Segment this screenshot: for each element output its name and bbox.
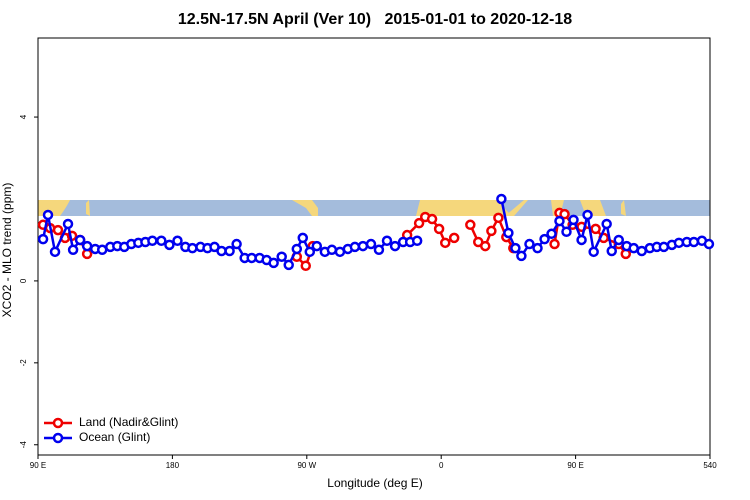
point	[62, 218, 74, 230]
x-tick-label: 90 W	[297, 461, 316, 470]
point	[559, 208, 570, 220]
point	[291, 243, 303, 255]
point	[588, 246, 599, 258]
point	[486, 225, 497, 237]
point	[411, 235, 423, 247]
point	[297, 232, 309, 244]
point	[81, 240, 93, 252]
legend-swatch-point	[52, 432, 64, 444]
map-strip	[38, 200, 710, 216]
point	[613, 234, 625, 246]
x-axis-label: Longitude (deg E)	[327, 476, 422, 490]
point	[381, 235, 393, 247]
point	[510, 242, 521, 254]
x-tick-label: 90 E	[567, 461, 583, 470]
point	[433, 223, 445, 235]
point	[52, 224, 64, 236]
point	[532, 242, 543, 254]
point	[37, 233, 49, 245]
point	[554, 215, 565, 227]
point	[389, 240, 401, 252]
point	[74, 234, 86, 246]
point	[231, 238, 242, 250]
point	[576, 234, 587, 246]
x-tick-label: 540	[703, 461, 717, 470]
point	[365, 238, 377, 250]
point	[413, 217, 425, 229]
point	[658, 241, 670, 253]
point	[516, 250, 527, 262]
point	[688, 236, 700, 248]
legend-label: Land (Nadir&Glint)	[79, 415, 178, 429]
point	[496, 193, 507, 205]
y-tick-label: 4	[19, 114, 28, 119]
point	[426, 213, 438, 225]
point	[480, 240, 491, 252]
point	[601, 218, 612, 230]
point	[172, 235, 183, 247]
point	[448, 232, 460, 244]
point	[147, 235, 158, 247]
point	[216, 245, 227, 257]
x-tick-label: 180	[166, 461, 180, 470]
y-tick-label: -2	[19, 359, 28, 367]
point	[187, 242, 198, 254]
point	[524, 238, 535, 250]
point	[539, 233, 550, 245]
point	[373, 244, 385, 256]
point	[304, 246, 316, 258]
y-tick-label: 0	[19, 278, 28, 283]
point	[703, 238, 715, 250]
point	[283, 259, 294, 271]
point	[568, 214, 579, 226]
y-axis-label: XCO2 - MLO trend (ppm)	[0, 183, 14, 318]
point	[311, 240, 323, 252]
point	[67, 244, 79, 256]
x-tick-label: 90 E	[30, 461, 46, 470]
point	[606, 245, 617, 257]
y-tick-label: -4	[19, 441, 28, 449]
point	[546, 228, 557, 240]
point	[503, 227, 514, 239]
point	[224, 245, 235, 257]
point	[561, 226, 572, 238]
point	[156, 235, 167, 247]
chart-title: 12.5N-17.5N April (Ver 10) 2015-01-01 to…	[178, 11, 572, 28]
point	[549, 238, 560, 250]
x-tick-label: 0	[439, 461, 444, 470]
point	[268, 257, 279, 269]
point	[49, 246, 61, 258]
point	[439, 237, 451, 249]
point	[628, 242, 639, 254]
point	[349, 241, 361, 253]
point	[42, 209, 54, 221]
point	[326, 244, 338, 256]
point	[357, 240, 369, 252]
point	[582, 209, 593, 221]
legend-label: Ocean (Glint)	[79, 430, 150, 444]
point	[164, 239, 175, 251]
point	[276, 251, 287, 262]
point	[590, 223, 601, 235]
point	[465, 219, 476, 231]
point	[300, 260, 312, 272]
point	[96, 244, 108, 256]
legend-swatch-point	[52, 417, 64, 429]
point	[636, 245, 648, 257]
point	[493, 212, 504, 224]
